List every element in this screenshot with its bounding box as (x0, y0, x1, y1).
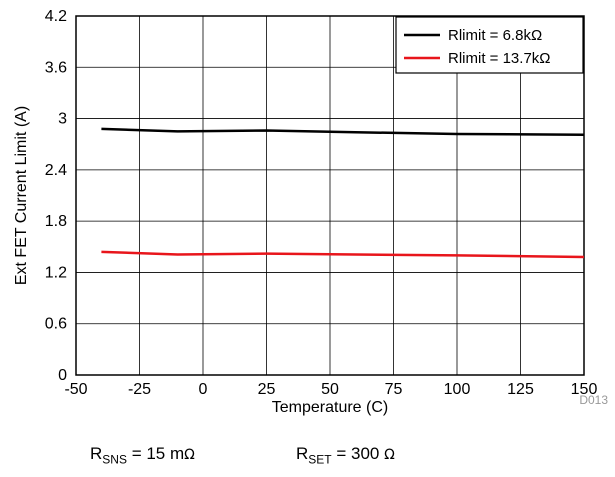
condition-rsns-value: = 15 m (131, 444, 185, 463)
y-tick-label: 3.6 (45, 59, 67, 76)
y-axis-label: Ext FET Current Limit (A) (13, 106, 30, 285)
x-tick-label: 50 (321, 381, 339, 398)
plot-area-frame (75, 15, 585, 376)
legend: Rlimit = 6.8kΩ Rlimit = 13.7kΩ (395, 16, 584, 74)
y-tick-label: 0.6 (45, 316, 67, 333)
y-tick-label: 1.2 (45, 264, 67, 281)
legend-box (395, 16, 584, 74)
y-tick-label: 4.2 (45, 8, 67, 25)
x-tick-label: 100 (444, 381, 471, 398)
x-tick-label: 25 (258, 381, 276, 398)
condition-rset-value: = 300 (336, 444, 380, 463)
condition-rsns-subscript: SNS (102, 452, 127, 467)
x-tick-label: -50 (64, 381, 87, 398)
condition-rsns-symbol: R (90, 444, 103, 463)
x-axis-label: Temperature (C) (272, 399, 388, 416)
series-line-1 (101, 250, 585, 259)
condition-rset: RSET = 300 Ω (296, 444, 395, 466)
x-tick-label: -25 (128, 381, 151, 398)
y-tick-label: 1.8 (45, 213, 67, 230)
condition-rset-symbol: R (296, 444, 309, 463)
x-tick-label: 75 (385, 381, 403, 398)
x-tick-label: 150 (571, 381, 598, 398)
condition-rsns: RSNS = 15 mΩ (90, 444, 195, 466)
x-tick-label: 125 (507, 381, 534, 398)
figure-id: D013 (579, 393, 608, 407)
y-tick-label: 2.4 (45, 162, 67, 179)
condition-rset-unit: Ω (384, 447, 395, 463)
series-lines (101, 127, 585, 259)
series-line-0 (101, 127, 585, 137)
condition-rsns-unit: Ω (184, 447, 195, 463)
condition-rset-subscript: SET (308, 452, 332, 467)
y-tick-label: 0 (58, 367, 67, 384)
x-tick-label: 0 (199, 381, 208, 398)
y-tick-label: 3 (58, 111, 67, 128)
legend-label-1: Rlimit = 13.7kΩ (448, 50, 551, 67)
y-axis-ticks: 0 0.6 1.2 1.8 2.4 3 3.6 4.2 (45, 8, 67, 384)
x-axis-ticks: -50 -25 0 25 50 75 100 125 150 (64, 381, 597, 398)
legend-label-0: Rlimit = 6.8kΩ (448, 27, 542, 44)
chart: -50 -25 0 25 50 75 100 125 150 0 0.6 1.2 1.8 2.4 3 3.6… (13, 8, 608, 416)
